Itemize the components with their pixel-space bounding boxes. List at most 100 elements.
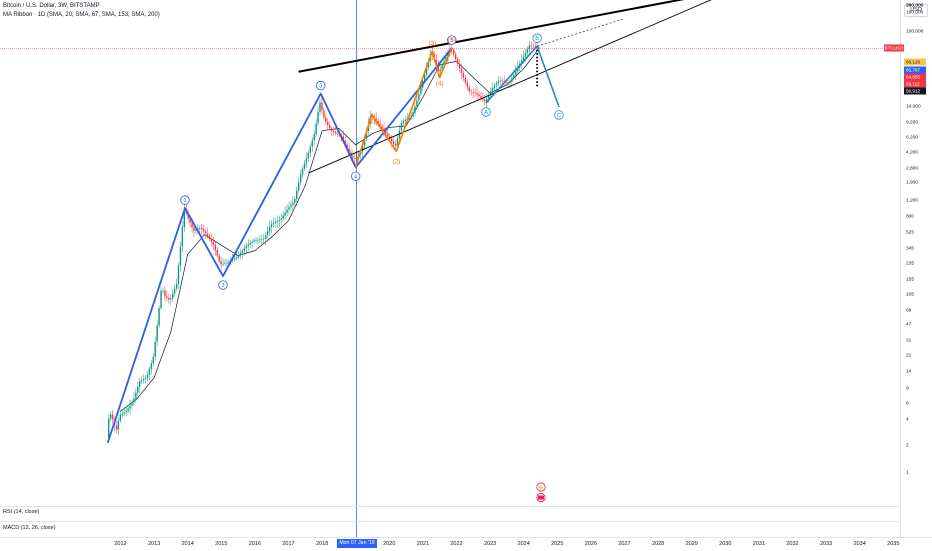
candle bbox=[243, 244, 246, 256]
candle bbox=[379, 119, 381, 131]
svg-text:3: 3 bbox=[319, 84, 322, 90]
candle bbox=[511, 74, 513, 87]
indicator-legend[interactable]: MA Ribbon · 1D (SMA, 20, SMA, 67, SMA, 1… bbox=[3, 12, 160, 18]
time-axis-label: 2022 bbox=[450, 541, 463, 547]
candle bbox=[474, 88, 476, 98]
pane-divider[interactable] bbox=[0, 521, 900, 522]
time-axis-label: 2024 bbox=[517, 541, 530, 547]
price-scale-label: 360,000 bbox=[906, 3, 924, 9]
chart-title[interactable]: Bitcoin / U.S. Dollar, 3W, BITSTAMP bbox=[3, 3, 100, 9]
candle bbox=[251, 239, 253, 249]
candle bbox=[152, 352, 154, 367]
time-axis[interactable] bbox=[0, 537, 932, 551]
macd-pane-label[interactable]: MACD (12, 26, close) bbox=[3, 525, 56, 531]
price-scale-label: 100,000 bbox=[906, 29, 924, 34]
wave-label-A[interactable]: A bbox=[481, 107, 491, 117]
candle bbox=[241, 248, 244, 259]
impulse-wave-line[interactable] bbox=[106, 47, 453, 444]
price-scale-label: 155 bbox=[906, 277, 915, 283]
candle bbox=[460, 63, 463, 80]
time-axis-label: 2028 bbox=[651, 541, 665, 547]
symbol-price-tag: BTCUSD bbox=[884, 44, 904, 52]
wave-label-C[interactable]: C bbox=[554, 110, 564, 120]
candle bbox=[226, 259, 228, 268]
candle bbox=[354, 154, 356, 165]
candle bbox=[156, 320, 158, 347]
svg-text:B: B bbox=[535, 36, 539, 42]
wave-count[interactable]: 1 2 3 4 5 (1) (2) (3) (4) (5) A B C bbox=[106, 33, 564, 444]
pane-divider[interactable] bbox=[0, 506, 900, 507]
candle bbox=[131, 399, 133, 410]
candle bbox=[234, 255, 236, 262]
event-marker-lightning bbox=[536, 482, 546, 492]
candle bbox=[259, 235, 261, 244]
candle bbox=[125, 406, 127, 417]
price-scale-label: 160,000 bbox=[906, 10, 924, 16]
candle bbox=[261, 234, 263, 246]
time-axis-label: 2027 bbox=[618, 541, 631, 547]
wave-label-5[interactable]: 5 bbox=[447, 35, 457, 45]
candle bbox=[400, 119, 403, 134]
candle bbox=[528, 40, 531, 54]
trendline-2[interactable] bbox=[308, 0, 736, 174]
candle bbox=[315, 118, 317, 138]
svg-text:2: 2 bbox=[221, 283, 224, 289]
candle bbox=[462, 70, 465, 82]
candle bbox=[334, 126, 337, 136]
candle bbox=[416, 95, 418, 110]
subwave-label[interactable]: (5) bbox=[448, 37, 456, 44]
trendlines[interactable] bbox=[298, 0, 736, 174]
rsi-pane-label[interactable]: RSI (14, close) bbox=[3, 509, 40, 515]
candle bbox=[272, 217, 275, 228]
candle bbox=[454, 51, 457, 63]
price-tag: 58,112 bbox=[904, 80, 926, 88]
time-axis-label: 2017 bbox=[282, 541, 295, 547]
price-scale-label: 345 bbox=[906, 246, 915, 252]
currency-selector[interactable]: USD bbox=[904, 4, 928, 17]
candle bbox=[292, 196, 294, 210]
candle bbox=[237, 251, 240, 260]
ma-ribbon bbox=[120, 50, 538, 412]
price-chart[interactable]: 1 2 3 4 5 (1) (2) (3) (4) (5) A B C ⚡ bbox=[0, 0, 900, 537]
candle bbox=[495, 80, 498, 90]
subwave-line[interactable] bbox=[354, 47, 453, 168]
correction-wave-line[interactable] bbox=[485, 45, 560, 108]
candle bbox=[309, 143, 312, 158]
candle bbox=[276, 215, 279, 228]
wave-label-4[interactable]: 4 bbox=[351, 171, 361, 181]
subwave-label[interactable]: (3) bbox=[428, 40, 436, 47]
candle bbox=[319, 98, 321, 116]
price-tag: 65,787 bbox=[904, 66, 926, 74]
time-axis-label: 2016 bbox=[248, 541, 262, 547]
price-scale-label: 2,800 bbox=[906, 166, 919, 172]
wave-label-B[interactable]: B bbox=[532, 33, 542, 43]
candle bbox=[137, 381, 139, 396]
event-markers[interactable]: ⚡ bbox=[536, 482, 546, 503]
trendline-3[interactable] bbox=[537, 18, 625, 47]
candle bbox=[497, 75, 500, 86]
candle bbox=[313, 130, 315, 147]
wave-label-1[interactable]: 1 bbox=[180, 195, 190, 205]
candle bbox=[274, 217, 277, 229]
wave-label-2[interactable]: 2 bbox=[218, 280, 228, 290]
candle bbox=[175, 278, 178, 292]
time-axis-label: 2032 bbox=[786, 541, 799, 547]
candle bbox=[464, 75, 467, 86]
candle bbox=[480, 91, 482, 101]
time-axis-label: 2033 bbox=[819, 541, 833, 547]
subwave-label[interactable]: (1) bbox=[368, 118, 376, 125]
candle bbox=[493, 82, 496, 93]
candle bbox=[317, 106, 319, 127]
candle bbox=[224, 259, 226, 266]
price-scale-label: 47 bbox=[906, 322, 912, 328]
candle bbox=[214, 241, 217, 256]
lightning-icon: ⚡ bbox=[537, 483, 544, 491]
subwave-label[interactable]: (2) bbox=[392, 158, 400, 165]
candle bbox=[470, 88, 472, 96]
candle bbox=[301, 165, 304, 179]
wave-label-3[interactable]: 3 bbox=[316, 80, 326, 91]
svg-text:4: 4 bbox=[354, 174, 357, 180]
candle bbox=[270, 220, 273, 234]
subwave-label[interactable]: (4) bbox=[436, 81, 444, 88]
trendline-1[interactable] bbox=[298, 0, 736, 73]
